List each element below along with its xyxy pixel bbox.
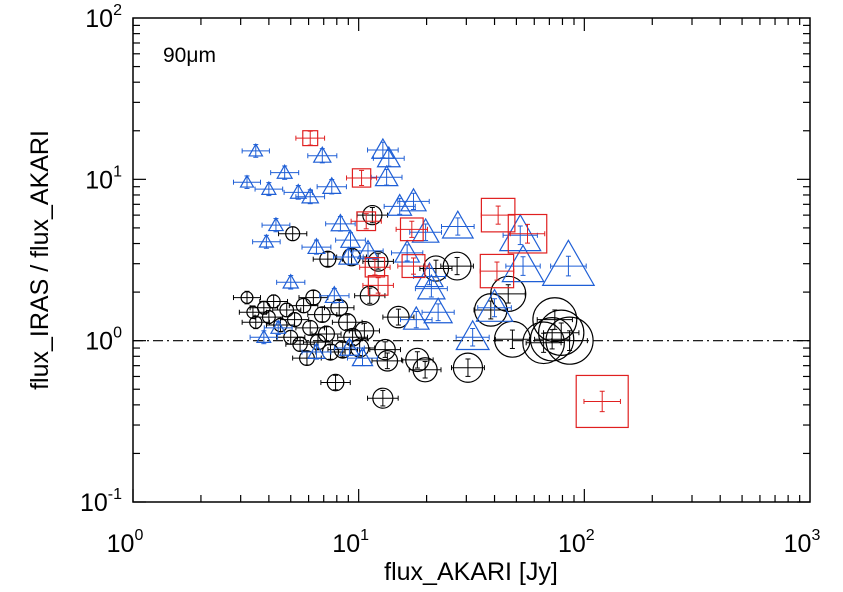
circle-point [298, 289, 329, 306]
circle-point [312, 250, 343, 268]
square-point [359, 257, 391, 278]
circle-point [311, 325, 342, 343]
circle-point [307, 306, 338, 324]
triangle-point [301, 342, 332, 360]
triangle-point [372, 145, 405, 168]
circle-point [278, 226, 308, 242]
triangle-point [475, 288, 514, 322]
triangle-point [254, 180, 284, 197]
square-point [480, 197, 516, 233]
circle-point [408, 357, 442, 383]
x-tick-label: 100 [107, 527, 144, 558]
circle-point [371, 350, 404, 372]
triangle-point [455, 319, 491, 351]
y-axis-title: flux_IRAS / flux_AKARI [26, 130, 54, 390]
triangle-point [301, 237, 332, 255]
triangle-point [241, 143, 270, 158]
circle-point [272, 302, 302, 318]
triangle-point [501, 244, 545, 283]
triangle-point [261, 216, 291, 233]
circle-point [320, 373, 351, 392]
triangle-point [332, 246, 364, 265]
y-tick-label: 102 [85, 2, 122, 33]
triangle-point [307, 145, 338, 164]
triangle-point [316, 176, 347, 195]
square-point [575, 374, 629, 429]
triangle-point [232, 174, 262, 189]
triangle-point [249, 329, 279, 345]
triangle-point [319, 285, 350, 304]
triangle-point [270, 164, 300, 180]
x-tick-label: 101 [332, 527, 369, 558]
y-tick-label: 10-1 [80, 486, 122, 517]
circle-point [440, 251, 474, 281]
triangle-point [335, 229, 366, 249]
triangle-point [397, 187, 430, 212]
circle-point [538, 309, 585, 356]
circle-point [232, 290, 262, 305]
square-point [362, 275, 394, 296]
triangle-point [409, 217, 443, 243]
triangle-point [334, 337, 365, 356]
y-tick-label: 101 [85, 163, 122, 194]
square-point [295, 130, 326, 147]
annotation-label: 90μm [163, 44, 216, 67]
triangle-point [391, 239, 424, 263]
circle-point [529, 317, 575, 362]
y-tick-label: 100 [85, 325, 122, 356]
square-point [346, 168, 378, 188]
square-point [507, 213, 548, 254]
circle-point [323, 298, 355, 317]
square-point [479, 253, 515, 289]
triangle-point [276, 273, 306, 290]
circle-point [545, 316, 594, 365]
triangle-point [352, 239, 384, 260]
circle-point [285, 336, 315, 353]
triangle-point [421, 297, 455, 324]
triangle-point [325, 213, 356, 232]
triangle-point [541, 239, 596, 286]
circle-point [382, 305, 415, 329]
square-point [350, 211, 382, 232]
x-tick-label: 102 [558, 527, 595, 558]
triangle-point [263, 319, 293, 336]
circle-point [348, 321, 380, 341]
circle-point [362, 250, 394, 272]
square-point [395, 217, 429, 242]
square-point [397, 254, 430, 279]
triangle-point [346, 346, 379, 367]
triangle-point [400, 305, 433, 330]
plot-frame [132, 17, 811, 503]
triangle-point [295, 187, 326, 205]
triangle-point [252, 233, 281, 249]
triangle-point [383, 193, 416, 216]
plot-area [133, 18, 810, 502]
circle-point [451, 352, 485, 383]
circle-point [367, 387, 399, 409]
triangle-point [414, 273, 448, 300]
circle-point [369, 338, 401, 361]
x-axis-title: flux_AKARI [Jy] [384, 558, 558, 586]
circle-point [259, 294, 289, 309]
x-tick-label: 103 [784, 527, 821, 558]
triangle-point [440, 210, 475, 239]
